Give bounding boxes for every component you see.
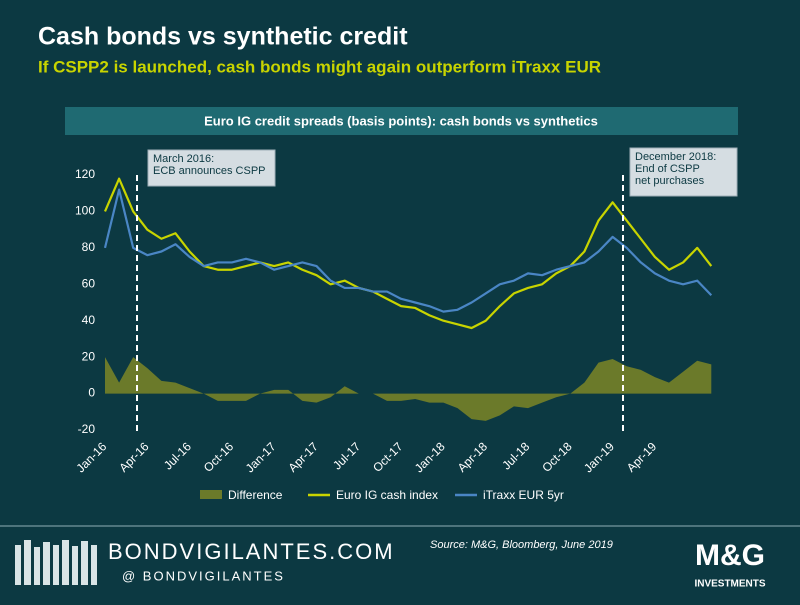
- logo-sub: INVESTMENTS: [694, 579, 765, 590]
- y-tick-label: 20: [82, 349, 96, 363]
- title: Cash bonds vs synthetic credit: [38, 23, 408, 51]
- annotation-text: End of CSPP: [635, 163, 700, 175]
- legend-label: Euro IG cash index: [336, 488, 438, 502]
- annotation-text: March 2016:: [153, 153, 214, 165]
- series-line: [103, 177, 713, 330]
- annotation-text: ECB announces CSPP: [153, 165, 266, 177]
- y-tick-label: 120: [75, 167, 95, 181]
- annotation-text: net purchases: [635, 175, 705, 187]
- legend-swatch: [200, 490, 222, 499]
- y-tick-label: 80: [82, 240, 96, 254]
- annotation-box: [629, 147, 738, 197]
- site-name: BONDVIGILANTES.COM: [108, 539, 395, 564]
- logo: M&G: [695, 539, 765, 572]
- y-tick-label: 100: [75, 204, 95, 218]
- source: Source: M&G, Bloomberg, June 2019: [430, 539, 613, 551]
- subtitle: If CSPP2 is launched, cash bonds might a…: [38, 57, 601, 76]
- chart-title: Euro IG credit spreads (basis points): c…: [204, 113, 598, 128]
- annotation-text: December 2018:: [635, 151, 716, 163]
- series-line: [103, 188, 713, 313]
- y-tick-label: -20: [78, 422, 96, 436]
- people-icons: [15, 540, 97, 585]
- chart-banner: [65, 107, 738, 135]
- legend-label: Difference: [228, 488, 283, 502]
- legend-label: iTraxx EUR 5yr: [483, 488, 564, 502]
- y-tick-label: 40: [82, 313, 96, 327]
- twitter-handle: @ BONDVIGILANTES: [122, 568, 285, 583]
- annotation-box: [147, 149, 276, 187]
- y-tick-label: 0: [88, 386, 95, 400]
- difference-area: [105, 357, 712, 421]
- y-tick-label: 60: [82, 276, 96, 290]
